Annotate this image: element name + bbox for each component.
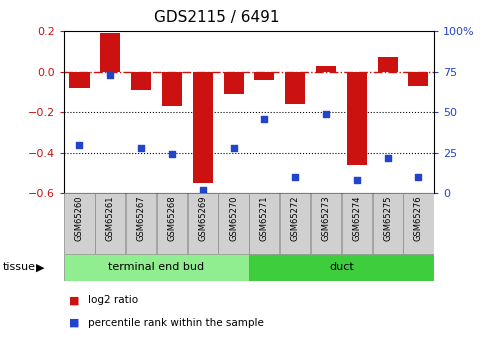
- Point: [322, 111, 330, 117]
- Bar: [280, 193, 310, 254]
- Point: [230, 145, 238, 150]
- Text: GSM65273: GSM65273: [321, 195, 330, 240]
- Bar: [162, 71, 182, 106]
- Text: GSM65270: GSM65270: [229, 195, 238, 240]
- Bar: [193, 71, 213, 183]
- Bar: [347, 71, 367, 165]
- Point: [168, 151, 176, 157]
- Bar: [223, 71, 244, 94]
- Bar: [218, 193, 248, 254]
- Bar: [95, 193, 125, 254]
- Bar: [188, 193, 218, 254]
- Bar: [65, 193, 95, 254]
- Text: GSM65260: GSM65260: [75, 195, 84, 240]
- Bar: [378, 57, 398, 71]
- Text: tissue: tissue: [2, 263, 35, 272]
- Point: [291, 174, 299, 180]
- Point: [199, 187, 207, 193]
- Point: [384, 155, 391, 160]
- Point: [353, 177, 361, 183]
- Text: GSM65272: GSM65272: [291, 195, 300, 240]
- Text: GSM65269: GSM65269: [198, 195, 207, 240]
- Bar: [70, 71, 90, 88]
- Bar: [157, 193, 187, 254]
- Bar: [254, 71, 275, 80]
- Point: [260, 116, 268, 121]
- Bar: [342, 193, 372, 254]
- Text: ■: ■: [69, 318, 79, 327]
- Text: GSM65268: GSM65268: [168, 195, 176, 240]
- Text: GDS2115 / 6491: GDS2115 / 6491: [154, 10, 280, 25]
- Text: GSM65261: GSM65261: [106, 195, 115, 240]
- Text: log2 ratio: log2 ratio: [88, 295, 138, 305]
- Bar: [408, 71, 428, 86]
- Point: [415, 174, 423, 180]
- Bar: [131, 71, 151, 90]
- Bar: [64, 254, 249, 281]
- Bar: [126, 193, 156, 254]
- Bar: [100, 33, 120, 71]
- Point: [75, 142, 83, 147]
- Point: [137, 145, 145, 150]
- Text: GSM65267: GSM65267: [137, 195, 145, 240]
- Bar: [316, 66, 336, 71]
- Text: GSM65274: GSM65274: [352, 195, 361, 240]
- Point: [106, 72, 114, 78]
- Text: GSM65276: GSM65276: [414, 195, 423, 240]
- Text: duct: duct: [329, 263, 354, 272]
- Text: GSM65271: GSM65271: [260, 195, 269, 240]
- Text: percentile rank within the sample: percentile rank within the sample: [88, 318, 264, 327]
- Bar: [373, 193, 403, 254]
- Bar: [403, 193, 433, 254]
- Text: ▶: ▶: [36, 263, 45, 272]
- Bar: [249, 254, 434, 281]
- Bar: [311, 193, 341, 254]
- Text: terminal end bud: terminal end bud: [108, 263, 205, 272]
- Text: ■: ■: [69, 295, 79, 305]
- Bar: [285, 71, 305, 104]
- Text: GSM65275: GSM65275: [383, 195, 392, 240]
- Bar: [249, 193, 280, 254]
